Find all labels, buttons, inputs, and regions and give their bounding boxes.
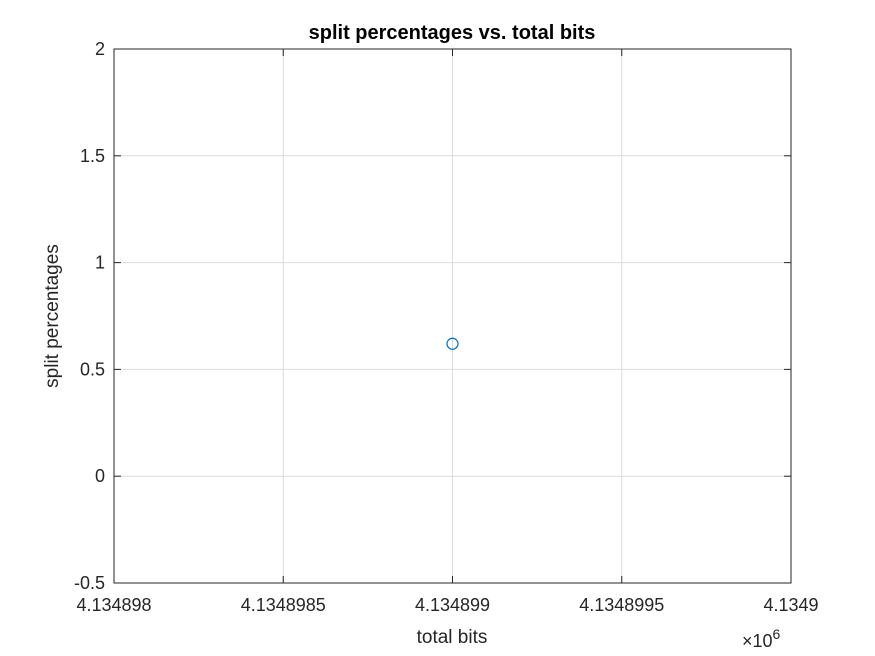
y-tick-label: 1 xyxy=(95,253,105,273)
x-tick-label: 4.1348985 xyxy=(241,595,326,615)
y-axis-label: split percentages xyxy=(42,244,63,388)
scatter-point xyxy=(446,337,459,350)
axis-ticks: 4.134898 4.1348985 4.134899 4.1348995 4.1349… xyxy=(74,39,819,615)
y-tick-label: 2 xyxy=(95,39,105,59)
x-tick-label: 4.1349 xyxy=(763,595,818,615)
x-axis-exponent: ×106 xyxy=(742,626,781,651)
y-tick-label: -0.5 xyxy=(74,573,105,593)
y-tick-label: 0 xyxy=(95,466,105,486)
y-tick-label: 1.5 xyxy=(80,146,105,166)
chart-title: split percentages vs. total bits xyxy=(309,22,596,44)
y-tick-label: 0.5 xyxy=(80,359,105,379)
x-tick-label: 4.134899 xyxy=(415,595,490,615)
data-points xyxy=(446,337,459,350)
x-axis-exponent-power: 6 xyxy=(773,626,781,642)
x-tick-label: 4.134898 xyxy=(76,595,151,615)
plot-frame xyxy=(113,48,792,584)
x-tick-label: 4.1348995 xyxy=(579,595,664,615)
x-axis-exponent-base: ×10 xyxy=(742,631,773,651)
x-axis-label: total bits xyxy=(417,627,488,648)
